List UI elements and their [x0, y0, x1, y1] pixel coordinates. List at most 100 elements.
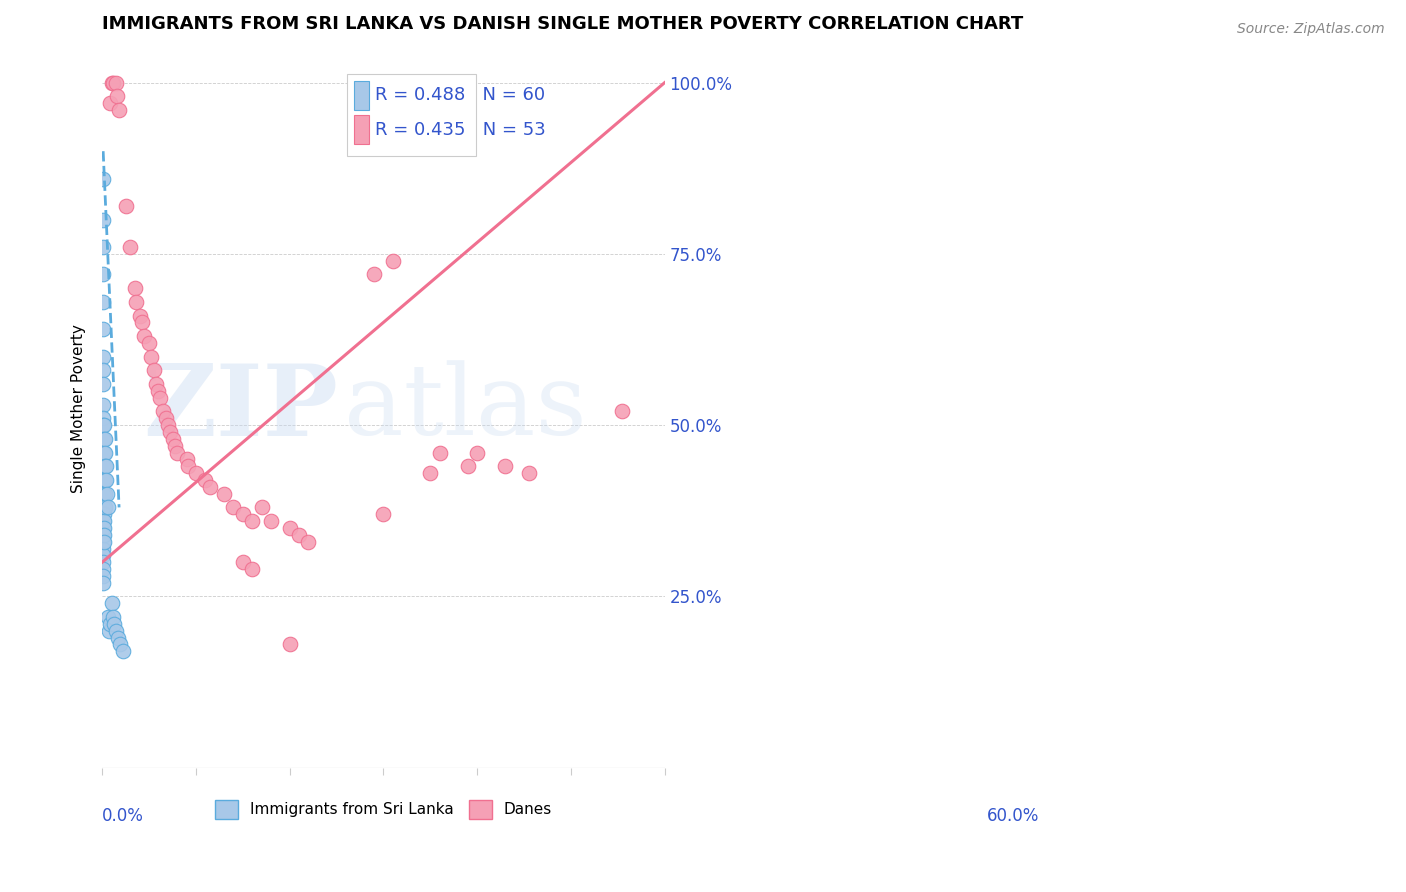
Point — [250, 500, 273, 515]
Point — [145, 377, 167, 392]
Point — [288, 528, 311, 542]
Point — [278, 521, 301, 535]
Point — [162, 432, 184, 446]
Point — [93, 500, 115, 515]
Point — [139, 350, 162, 364]
Point — [93, 418, 115, 433]
Point — [373, 508, 395, 522]
FancyBboxPatch shape — [353, 115, 370, 145]
Point — [91, 268, 114, 282]
Point — [94, 432, 117, 446]
Point — [93, 459, 115, 474]
Point — [91, 322, 114, 336]
Point — [120, 240, 142, 254]
Point — [494, 459, 516, 474]
Point — [114, 199, 136, 213]
Point — [91, 411, 114, 425]
FancyBboxPatch shape — [347, 74, 477, 156]
Point — [260, 514, 283, 528]
Point — [103, 616, 125, 631]
Point — [222, 500, 245, 515]
Point — [101, 610, 124, 624]
Y-axis label: Single Mother Poverty: Single Mother Poverty — [72, 324, 86, 492]
Point — [108, 637, 131, 651]
Text: 60.0%: 60.0% — [987, 807, 1039, 825]
Legend: Immigrants from Sri Lanka, Danes: Immigrants from Sri Lanka, Danes — [208, 794, 558, 825]
Point — [98, 96, 121, 111]
Point — [128, 309, 150, 323]
Point — [91, 534, 114, 549]
Point — [240, 562, 263, 576]
Point — [165, 439, 187, 453]
Point — [93, 534, 115, 549]
Point — [94, 459, 117, 474]
Text: R = 0.488   N = 60: R = 0.488 N = 60 — [375, 87, 546, 104]
Point — [91, 418, 114, 433]
Point — [232, 508, 254, 522]
Text: IMMIGRANTS FROM SRI LANKA VS DANISH SINGLE MOTHER POVERTY CORRELATION CHART: IMMIGRANTS FROM SRI LANKA VS DANISH SING… — [103, 15, 1024, 33]
Point — [194, 473, 217, 487]
Point — [97, 624, 120, 638]
Point — [91, 541, 114, 556]
Point — [91, 528, 114, 542]
Point — [91, 521, 114, 535]
Point — [124, 281, 146, 295]
Point — [94, 486, 117, 500]
Point — [363, 268, 385, 282]
Point — [94, 500, 117, 515]
Point — [93, 508, 115, 522]
Point — [297, 534, 319, 549]
Point — [94, 473, 117, 487]
Point — [96, 486, 118, 500]
Point — [159, 425, 181, 439]
FancyBboxPatch shape — [353, 81, 370, 110]
Point — [91, 486, 114, 500]
Point — [232, 555, 254, 569]
Point — [91, 171, 114, 186]
Point — [105, 76, 128, 90]
Point — [93, 528, 115, 542]
Point — [419, 466, 441, 480]
Text: R = 0.435   N = 53: R = 0.435 N = 53 — [375, 120, 546, 139]
Point — [198, 480, 221, 494]
Point — [97, 500, 120, 515]
Point — [91, 432, 114, 446]
Text: ZIP: ZIP — [143, 359, 339, 457]
Point — [176, 452, 198, 467]
Point — [91, 377, 114, 392]
Point — [149, 391, 172, 405]
Point — [94, 473, 117, 487]
Point — [91, 555, 114, 569]
Text: 0.0%: 0.0% — [103, 807, 143, 825]
Point — [429, 445, 451, 459]
Point — [100, 76, 122, 90]
Point — [177, 459, 200, 474]
Point — [93, 445, 115, 459]
Point — [93, 514, 115, 528]
Point — [91, 363, 114, 377]
Point — [152, 404, 174, 418]
Point — [93, 432, 115, 446]
Point — [91, 569, 114, 583]
Point — [465, 445, 488, 459]
Point — [98, 616, 121, 631]
Point — [212, 486, 235, 500]
Point — [103, 76, 125, 90]
Point — [107, 631, 129, 645]
Point — [166, 445, 188, 459]
Point — [125, 294, 148, 309]
Point — [278, 637, 301, 651]
Point — [91, 459, 114, 474]
Point — [240, 514, 263, 528]
Point — [105, 624, 128, 638]
Point — [97, 610, 120, 624]
Point — [91, 575, 114, 590]
Point — [156, 418, 179, 433]
Point — [91, 549, 114, 563]
Point — [148, 384, 170, 398]
Point — [91, 445, 114, 459]
Point — [93, 521, 115, 535]
Point — [155, 411, 177, 425]
Point — [131, 315, 153, 329]
Point — [91, 212, 114, 227]
